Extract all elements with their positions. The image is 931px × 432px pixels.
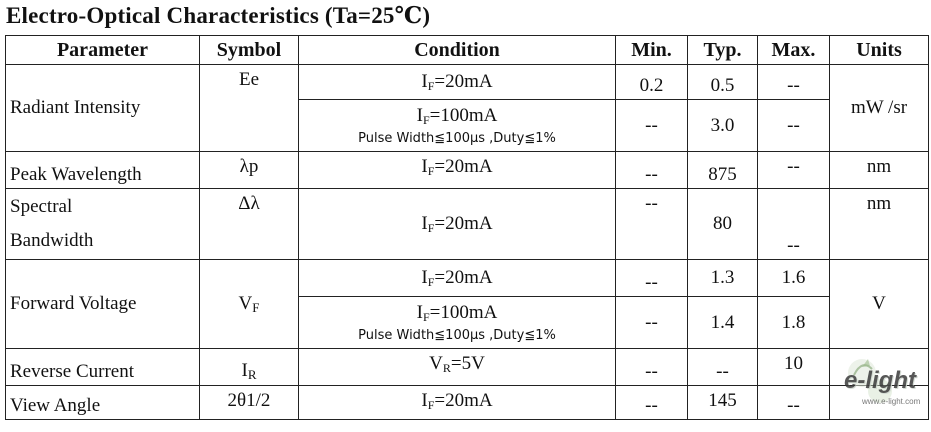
header-row: Parameter Symbol Condition Min. Typ. Max… [5, 35, 929, 65]
param-peak-wavelength: Peak Wavelength [5, 151, 200, 189]
units-forward-voltage: V [829, 259, 929, 349]
param-forward-voltage: Forward Voltage [5, 259, 200, 349]
condition-cell: IF=20mA [298, 151, 616, 189]
header-typ: Typ. [687, 35, 758, 65]
min-value: -- [615, 188, 688, 260]
symbol-view-angle: 2θ1/2 [199, 385, 299, 420]
typ-value: 145 [687, 385, 758, 420]
max-value: -- [757, 64, 830, 100]
min-value: -- [615, 259, 688, 297]
max-value: -- [757, 151, 830, 189]
condition-cell: IF=20mA [298, 188, 616, 260]
typ-value: 80 [687, 188, 758, 260]
table-row: IF=100mA Pulse Width≦100μs ,Duty≦1% -- 3… [6, 99, 929, 152]
typ-value: 875 [687, 151, 758, 189]
header-symbol: Symbol [199, 35, 299, 65]
condition-cell: VR=5V [298, 348, 616, 386]
max-value: 1.8 [757, 296, 830, 349]
symbol-reverse-current: IR [199, 348, 299, 386]
typ-value: 1.3 [687, 259, 758, 297]
typ-value: 1.4 [687, 296, 758, 349]
units-radiant-intensity: mW /sr [829, 64, 929, 152]
min-value: -- [615, 296, 688, 349]
table-row: Radiant Intensity Ee IF=20mA 0.2 0.5 -- … [5, 64, 929, 152]
units-spectral-bandwidth: nm [829, 188, 929, 260]
header-parameter: Parameter [5, 35, 200, 65]
min-value: -- [615, 348, 688, 386]
table-row: View Angle 2θ1/2 IF=20mA -- 145 -- [5, 385, 929, 420]
table-row: Reverse Current IR VR=5V -- -- 10 [5, 348, 929, 386]
max-value: 10 [757, 348, 830, 386]
param-reverse-current: Reverse Current [5, 348, 200, 386]
table-row: Peak Wavelength λp IF=20mA -- 875 -- nm [5, 151, 929, 189]
pulse-note: Pulse Width≦100μs ,Duty≦1% [358, 131, 556, 146]
typ-value: 0.5 [687, 64, 758, 100]
header-units: Units [829, 35, 929, 65]
units-peak-wavelength: nm [829, 151, 929, 189]
condition-cell: IF=20mA [298, 385, 616, 420]
symbol-spectral-bandwidth: Δλ [199, 188, 299, 260]
typ-value: -- [687, 348, 758, 386]
condition-cell: IF=20mA [298, 64, 616, 100]
symbol-peak-wavelength: λp [199, 151, 299, 189]
max-value: -- [757, 188, 830, 260]
table-title: Electro-Optical Characteristics (Ta=25℃) [6, 3, 431, 28]
condition-cell: IF=100mA Pulse Width≦100μs ,Duty≦1% [298, 99, 616, 152]
table-row: Forward Voltage VF IF=20mA -- 1.3 1.6 V [5, 259, 929, 349]
typ-value: 3.0 [687, 99, 758, 152]
condition-cell: IF=20mA [298, 259, 616, 297]
param-view-angle: View Angle [5, 385, 200, 420]
symbol-forward-voltage: VF [199, 259, 299, 349]
table-row: IF=100mA Pulse Width≦100μs ,Duty≦1% -- 1… [6, 296, 929, 349]
symbol-radiant-intensity: Ee [199, 64, 299, 152]
electro-optical-table: Parameter Symbol Condition Min. Typ. Max… [5, 35, 929, 420]
param-radiant-intensity: Radiant Intensity [5, 64, 200, 152]
max-value: -- [757, 385, 830, 420]
min-value: -- [615, 99, 688, 152]
condition-cell: IF=100mA Pulse Width≦100μs ,Duty≦1% [298, 296, 616, 349]
max-value: 1.6 [757, 259, 830, 297]
min-value: -- [615, 151, 688, 189]
pulse-note: Pulse Width≦100μs ,Duty≦1% [358, 328, 556, 343]
param-spectral-bandwidth: Spectral Bandwidth [5, 188, 200, 260]
min-value: -- [615, 385, 688, 420]
max-value: -- [757, 99, 830, 152]
table-row: Spectral Bandwidth Δλ IF=20mA -- 80 -- n… [5, 188, 929, 260]
units-reverse-current [829, 348, 929, 386]
header-max: Max. [757, 35, 830, 65]
units-view-angle [829, 385, 929, 420]
header-min: Min. [615, 35, 688, 65]
min-value: 0.2 [615, 64, 688, 100]
header-condition: Condition [298, 35, 616, 65]
